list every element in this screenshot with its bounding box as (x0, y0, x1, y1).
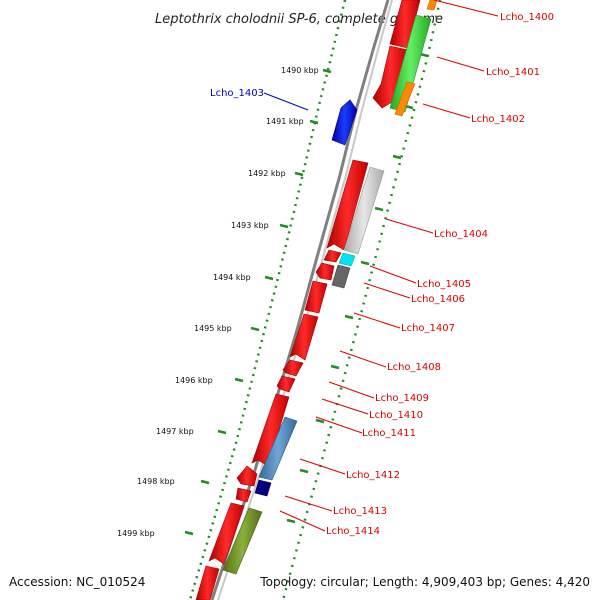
gene-label-lcho-1401[interactable]: Lcho_1401 (486, 67, 540, 78)
accession-label: Accession: NC_010524 (9, 575, 145, 589)
gene-feature-lcho-1404[interactable] (343, 166, 385, 255)
gene-feature-lcho-1411-cds[interactable] (251, 393, 290, 467)
tick-label-1490: 1490 kbp (281, 66, 319, 75)
tick-label-1493: 1493 kbp (231, 221, 269, 230)
gene-feature-lcho-1413-cds[interactable] (235, 487, 252, 503)
gene-label-lcho-1400[interactable]: Lcho_1400 (500, 12, 554, 23)
gene-feature-lcho-1410-cds[interactable] (276, 375, 296, 393)
gene-feature-lcho-1405-cds[interactable] (323, 249, 342, 263)
kbp-ticks: 1490 kbp 1491 kbp 1492 kbp 1493 kbp 1494… (117, 66, 332, 538)
genome-summary-label: Topology: circular; Length: 4,909,403 bp… (259, 575, 590, 589)
cds-ring (195, 0, 421, 600)
gene-feature-lcho-1403[interactable] (331, 99, 358, 146)
gene-feature-lcho-1404-cds[interactable] (326, 159, 369, 251)
tick-1498: 1498 kbp (137, 477, 210, 486)
tick-1494: 1494 kbp (213, 273, 274, 282)
tick-label-1492: 1492 kbp (248, 169, 286, 178)
gene-feature-lcho-1414[interactable] (222, 507, 263, 575)
gene-feature-lcho-1402[interactable] (394, 81, 416, 117)
gene-label-lcho-1407[interactable]: Lcho_1407 (401, 323, 455, 334)
tick-label-1491: 1491 kbp (266, 117, 304, 126)
gene-label-lcho-1412[interactable]: Lcho_1412 (346, 470, 400, 481)
gene-feature-lcho-1415-cds[interactable] (195, 565, 220, 600)
gene-feature-lcho-1408-cds[interactable] (289, 313, 319, 361)
gene-feature-lcho-1407-cds[interactable] (304, 280, 328, 314)
tick-1492: 1492 kbp (248, 169, 304, 178)
tick-1496: 1496 kbp (175, 376, 244, 385)
tick-label-1497: 1497 kbp (156, 427, 194, 436)
tick-1490: 1490 kbp (281, 66, 332, 75)
gene-label-lcho-1409[interactable]: Lcho_1409 (375, 393, 429, 404)
gene-feature-lcho-1413[interactable] (254, 479, 272, 497)
gene-label-lcho-1403[interactable]: Lcho_1403 (210, 88, 264, 99)
gene-feature-lcho-1412[interactable] (258, 416, 298, 481)
gene-label-lcho-1411[interactable]: Lcho_1411 (362, 428, 416, 439)
gene-label-lcho-1413[interactable]: Lcho_1413 (333, 506, 387, 517)
gene-label-lcho-1406[interactable]: Lcho_1406 (411, 294, 465, 305)
gene-feature-lcho-1406-cds[interactable] (315, 262, 335, 281)
tick-1497: 1497 kbp (156, 427, 227, 436)
gene-label-lcho-1405[interactable]: Lcho_1405 (417, 279, 471, 290)
tick-1499: 1499 kbp (117, 529, 194, 538)
gene-label-lcho-1414[interactable]: Lcho_1414 (326, 526, 380, 537)
gene-feature-lcho-1401-rna[interactable] (389, 14, 432, 113)
tick-1495: 1495 kbp (194, 324, 260, 333)
gene-label-lcho-1404[interactable]: Lcho_1404 (434, 229, 488, 240)
tick-label-1498: 1498 kbp (137, 477, 175, 486)
tick-1493: 1493 kbp (231, 221, 289, 230)
tick-label-1495: 1495 kbp (194, 324, 232, 333)
gene-feature-lcho-1406[interactable] (331, 264, 351, 289)
gene-feature-lcho-1412-cds[interactable] (236, 465, 258, 487)
gene-leader-lines (263, 0, 499, 532)
tick-ring-outer (188, 0, 347, 600)
gene-label-lcho-1408[interactable]: Lcho_1408 (387, 362, 441, 373)
tick-1491: 1491 kbp (266, 117, 319, 126)
tick-label-1499: 1499 kbp (117, 529, 155, 538)
tick-label-1496: 1496 kbp (175, 376, 213, 385)
gene-label-lcho-1402[interactable]: Lcho_1402 (471, 114, 525, 125)
gene-labels: Lcho_1400 Lcho_1401 Lcho_1402 Lcho_1403 … (210, 12, 554, 537)
feature-ring-2 (222, 0, 438, 575)
map-title: Leptothrix cholodnii SP-6, complete geno… (155, 12, 443, 27)
gene-label-lcho-1410[interactable]: Lcho_1410 (369, 410, 423, 421)
gene-feature-lcho-1400-extra[interactable] (426, 0, 438, 11)
gene-feature-lcho-1405[interactable] (338, 252, 356, 267)
tick-label-1494: 1494 kbp (213, 273, 251, 282)
gene-feature-lcho-1414-cds[interactable] (208, 502, 245, 565)
gene-feature-lcho-1409-cds[interactable] (282, 359, 304, 377)
